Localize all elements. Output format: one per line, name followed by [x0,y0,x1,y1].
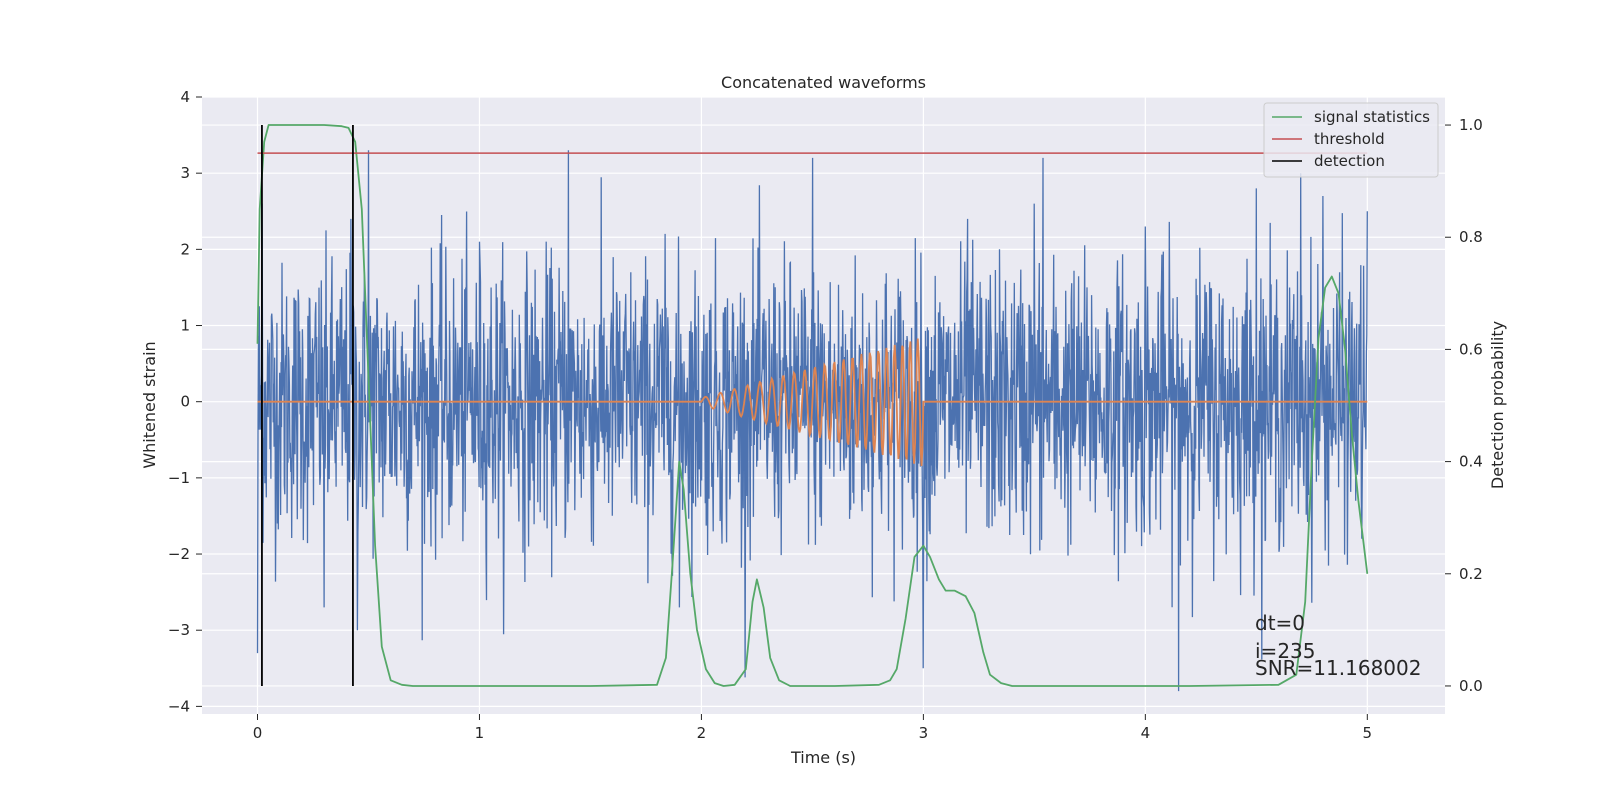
annotation-i: i=235 [1255,639,1316,663]
x-tick-label: 0 [253,724,263,742]
x-tick-label: 1 [475,724,485,742]
y-tick-label: −3 [168,621,190,639]
y-tick-label: −2 [168,545,190,563]
y-tick-label: −1 [168,469,190,487]
template-series-line [257,338,1368,466]
y-tick-label: −4 [168,697,190,715]
legend: signal statistics threshold detection [1263,102,1439,178]
right-y-axis-label: Detection probability [1488,321,1507,489]
x-axis-label: Time (s) [790,748,856,767]
signal-statistics-line [256,124,1369,687]
y-tick-label: 3 [180,164,190,182]
right-y-tick-label: 0.0 [1459,677,1483,695]
right-axis-ticks: 0.0 0.2 0.4 0.6 0.8 1.0 [1445,116,1483,695]
x-tick-label: 5 [1363,724,1373,742]
x-tick-label: 2 [697,724,707,742]
y-tick-label: 2 [180,240,190,258]
series-layer [256,124,1369,692]
x-tick-label: 3 [919,724,929,742]
strain-series-line [256,150,1368,692]
right-y-tick-label: 0.8 [1459,228,1483,246]
y-tick-label: 0 [180,393,190,411]
legend-label-detection: detection [1314,152,1385,170]
right-y-tick-label: 0.6 [1459,340,1483,358]
annotation-snr: SNR=11.168002 [1255,656,1421,680]
y-tick-label: 1 [180,317,190,335]
right-y-tick-label: 0.2 [1459,565,1483,583]
legend-box [1263,102,1439,178]
y-tick-label: 4 [180,88,190,106]
chart-title: Concatenated waveforms [721,73,926,92]
y-axis-label: Whitened strain [140,341,159,468]
x-axis-ticks: 0 1 2 3 4 5 [253,714,1372,742]
left-axis-ticks: −4 −3 −2 −1 0 1 2 3 4 [168,88,202,715]
legend-label-threshold: threshold [1314,130,1385,148]
x-tick-label: 4 [1141,724,1151,742]
right-y-tick-label: 1.0 [1459,116,1483,134]
annotation-dt: dt=0 [1255,611,1305,635]
right-y-tick-label: 0.4 [1459,453,1483,471]
legend-label-signal-statistics: signal statistics [1314,108,1430,126]
